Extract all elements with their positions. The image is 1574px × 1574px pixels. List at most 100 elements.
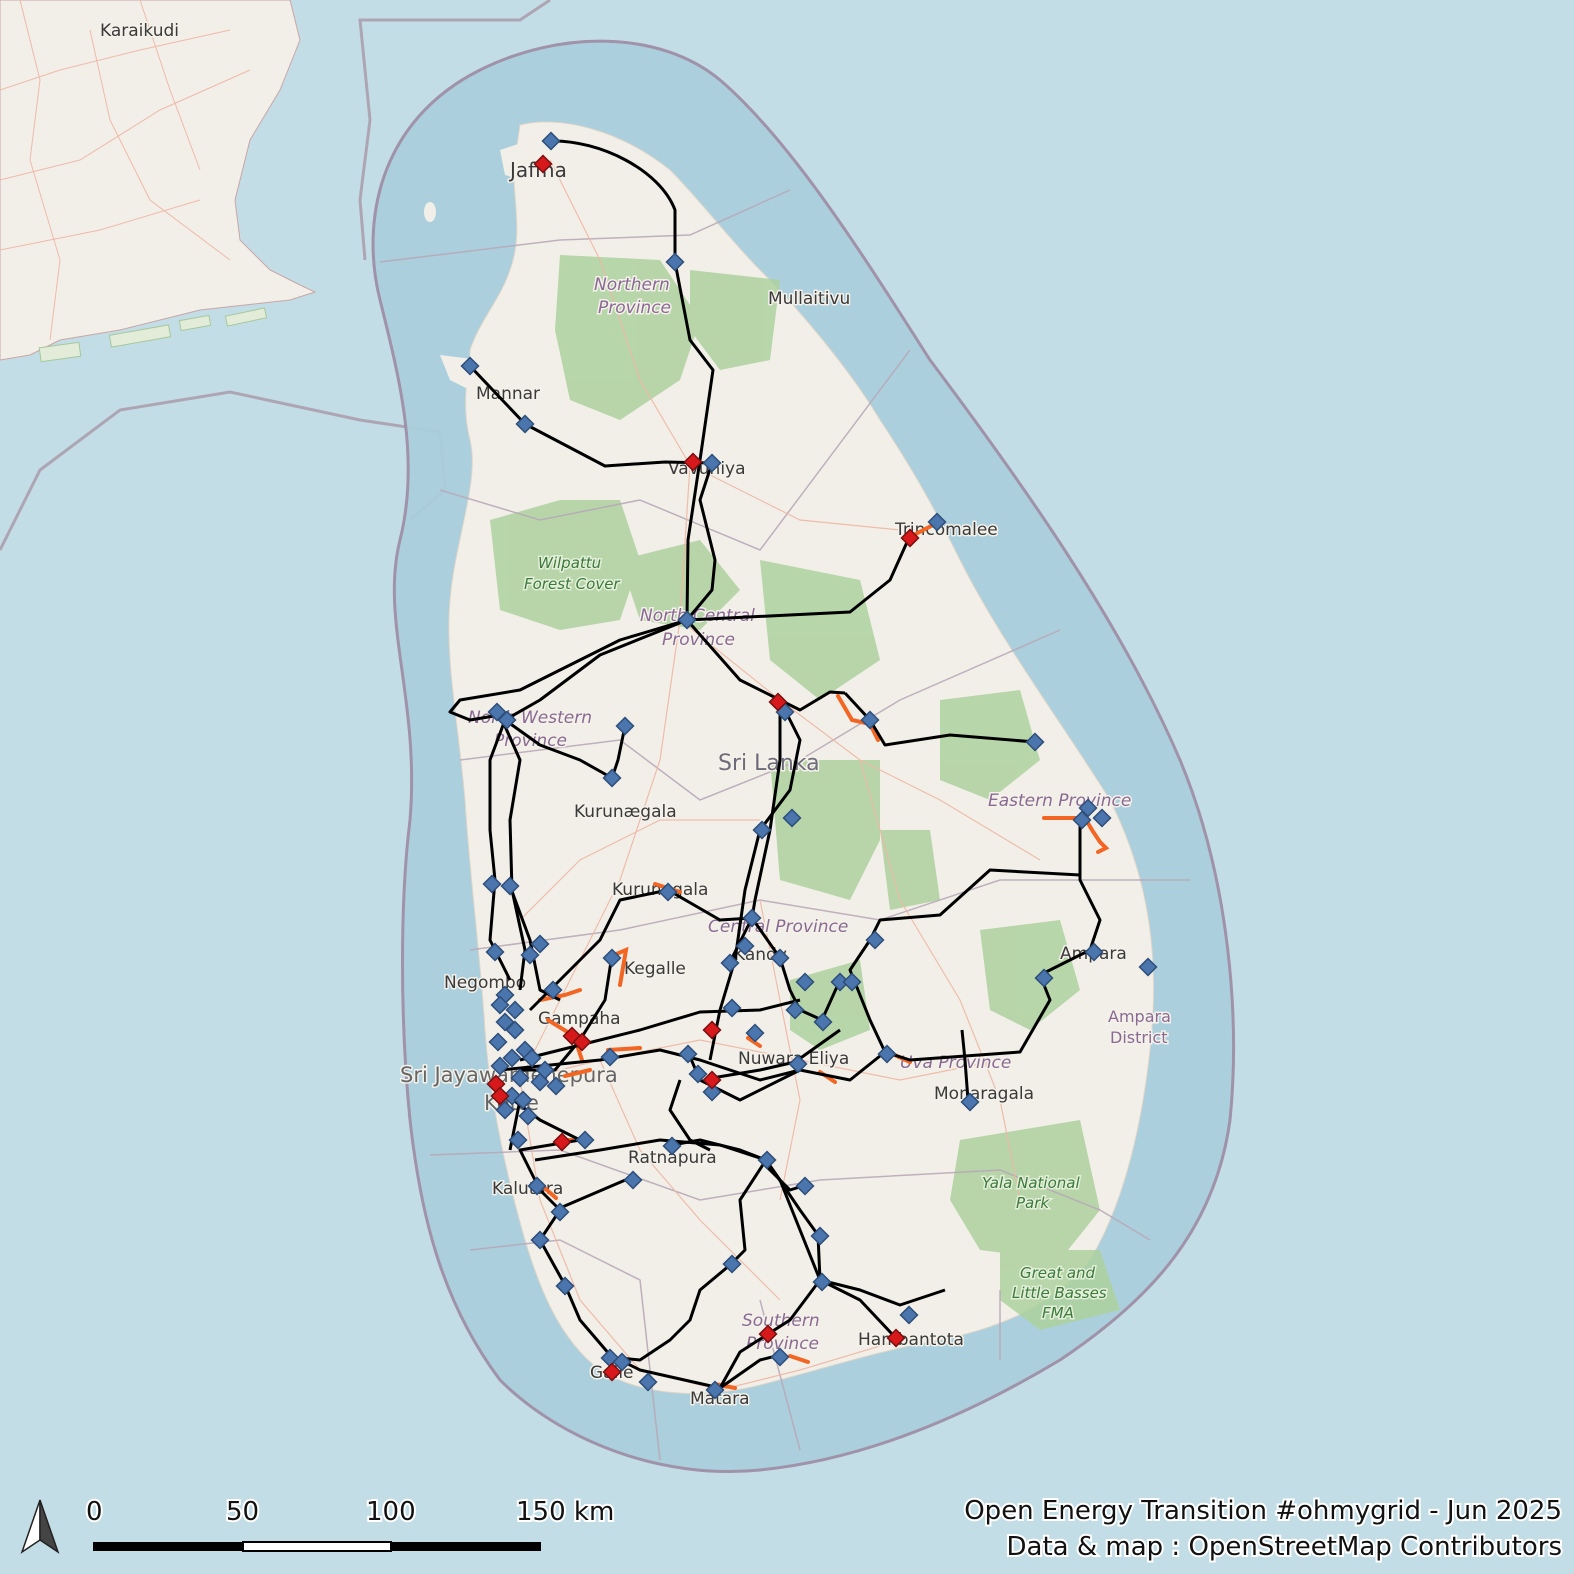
substation-marker [546, 1076, 566, 1096]
substation-marker [602, 948, 622, 968]
substation-marker [745, 1023, 765, 1043]
label-ampara-district-2: District [1110, 1028, 1167, 1047]
power-plant-marker [886, 1328, 906, 1348]
substation-marker [752, 820, 772, 840]
substation-marker [555, 1276, 575, 1296]
substations [460, 131, 1158, 1400]
substation-marker [702, 453, 722, 473]
substation-marker [795, 1176, 815, 1196]
label-matara: Matara [690, 1389, 750, 1409]
substation-marker [860, 710, 880, 730]
scale-segment [391, 1542, 541, 1551]
substation-marker [770, 1347, 790, 1367]
substation-marker [795, 972, 815, 992]
substation-marker [543, 980, 563, 1000]
substation-marker [602, 768, 622, 788]
scale-label-0: 0 [86, 1497, 103, 1527]
label-wilpattu-2: Forest Cover [524, 575, 620, 593]
label-north-central-1: North Central [640, 606, 755, 626]
substation-marker [530, 1230, 550, 1250]
substation-marker [488, 1032, 508, 1052]
label-kurunegala-b: Kurunegala [612, 880, 708, 900]
substation-marker [638, 1372, 658, 1392]
substation-marker [678, 1044, 698, 1064]
transmission-lines [448, 139, 1102, 1390]
substation-marker [877, 1044, 897, 1064]
substation-marker [665, 252, 685, 272]
delft-island [424, 202, 436, 222]
label-uva: Uva Province [900, 1053, 1011, 1073]
label-gampaha: Gampaha [538, 1009, 621, 1029]
substation-marker [742, 908, 762, 928]
substation-marker [788, 1054, 808, 1074]
scale-label-50: 50 [226, 1497, 259, 1527]
substation-marker [505, 1020, 525, 1040]
substation-marker [735, 936, 755, 956]
substation-marker [508, 1130, 528, 1150]
label-basses-2: Little Basses [1012, 1284, 1107, 1302]
scale-bar: 0 50 100 150 km [84, 1495, 616, 1552]
label-yala-2: Park [1016, 1194, 1050, 1212]
substation-marker [810, 1226, 830, 1246]
substation-marker [541, 131, 561, 151]
label-monaragala: Monaragala [934, 1084, 1034, 1104]
substation-marker [623, 1170, 643, 1190]
power-plant-marker [702, 1070, 722, 1090]
substation-marker [785, 1000, 805, 1020]
label-north-western-2: Province [494, 731, 567, 751]
substation-marker [1138, 957, 1158, 977]
substation-marker [1084, 942, 1104, 962]
substation-marker [770, 948, 790, 968]
label-kegalle: Kegalle [624, 959, 686, 979]
label-karaikudi: Karaikudi [100, 21, 179, 41]
substation-marker [705, 1380, 725, 1400]
substation-marker [677, 610, 697, 630]
substation-marker [510, 1068, 530, 1088]
substation-marker [612, 1352, 632, 1372]
label-kurunegala-a: Kurunægala [574, 802, 677, 822]
substation-marker [812, 1272, 832, 1292]
power-plant-marker [602, 1362, 622, 1382]
substation-marker [600, 1047, 620, 1067]
scale-label-100: 100 [366, 1497, 416, 1527]
power-plant-marker [533, 154, 553, 174]
label-trincomalee: Trincomalee [894, 520, 998, 540]
substation-marker [482, 874, 502, 894]
north-arrow-icon [20, 1499, 60, 1554]
credit-line-1: Open Energy Transition #ohmygrid - Jun 2… [964, 1496, 1562, 1526]
substation-marker [960, 1092, 980, 1112]
label-north-central-2: Province [662, 630, 735, 650]
label-ratnapura: Ratnapura [628, 1148, 717, 1168]
adams-bridge [38, 307, 268, 363]
scale-segment [93, 1542, 243, 1551]
label-northern-1: Northern [594, 275, 670, 295]
power-plant-marker [702, 1020, 722, 1040]
substation-marker [757, 1150, 777, 1170]
credit-line-2: Data & map : OpenStreetMap Contributors [1007, 1532, 1562, 1562]
substation-marker [899, 1305, 919, 1325]
power-plant-marker [768, 692, 788, 712]
label-basses-1: Great and [1020, 1264, 1096, 1282]
substation-marker [527, 1176, 547, 1196]
substation-marker [497, 710, 517, 730]
substation-marker [865, 930, 885, 950]
substation-marker [720, 953, 740, 973]
india-roads [0, 0, 251, 341]
substation-marker [530, 1072, 550, 1092]
substation-marker [495, 1100, 515, 1120]
substation-marker [513, 1090, 533, 1110]
substation-marker [658, 882, 678, 902]
jaffna-peninsula [500, 130, 620, 185]
india-landmass [0, 0, 317, 361]
label-sri-lanka: Sri Lanka [718, 751, 820, 776]
substation-marker [530, 934, 550, 954]
label-central: Central Province [708, 917, 848, 937]
substation-marker [782, 808, 802, 828]
power-plants [486, 154, 920, 1382]
power-plant-marker [900, 528, 920, 548]
label-basses-3: FMA [1042, 1304, 1074, 1322]
power-plant-marker [683, 452, 703, 472]
label-southern-1: Southern [742, 1311, 820, 1331]
park-labels: Wilpattu Forest Cover Yala National Park… [523, 553, 1109, 1324]
